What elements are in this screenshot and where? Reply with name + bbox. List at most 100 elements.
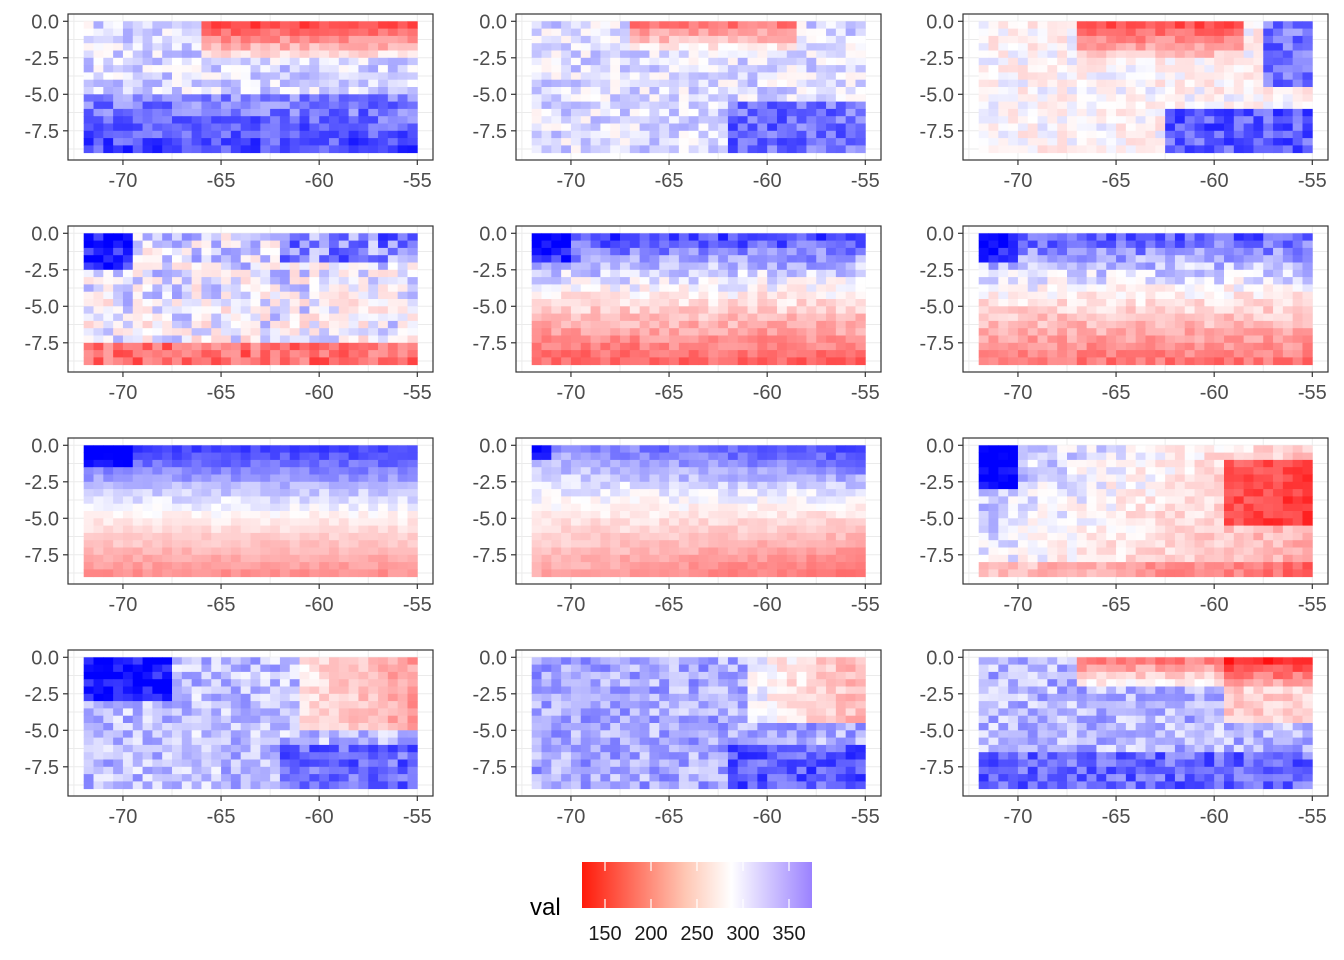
heatmap-tile <box>152 291 163 300</box>
heatmap-tile <box>368 532 379 541</box>
heatmap-tile <box>1204 291 1215 300</box>
heatmap-tile <box>757 123 768 132</box>
heatmap-tile <box>747 130 758 139</box>
heatmap-tile <box>221 299 232 307</box>
heatmap-tile <box>328 108 340 117</box>
heatmap-tile <box>776 277 788 285</box>
heatmap-tile <box>289 518 300 526</box>
heatmap-tile <box>348 101 359 110</box>
heatmap-tile <box>649 335 660 344</box>
heatmap-tile <box>1047 43 1058 51</box>
heatmap-tile <box>747 328 758 336</box>
heatmap-tile <box>1243 335 1254 344</box>
heatmap-tile <box>1155 284 1166 293</box>
heatmap-tile <box>338 247 350 256</box>
heatmap-tile <box>162 350 173 358</box>
heatmap-tile <box>152 240 163 249</box>
heatmap-tile <box>1027 299 1038 307</box>
heatmap-tile <box>600 342 611 351</box>
heatmap-tile <box>309 445 320 453</box>
heatmap-tile <box>132 138 143 146</box>
heatmap-tile <box>113 532 124 541</box>
heatmap-tile <box>368 116 379 124</box>
heatmap-tile <box>181 562 193 570</box>
heatmap-tile <box>816 445 827 453</box>
heatmap-tile <box>561 313 572 322</box>
heatmap-tile <box>1194 79 1205 88</box>
heatmap-tile <box>747 101 758 110</box>
heatmap-tile <box>1155 277 1166 285</box>
heatmap-tile <box>1116 255 1127 263</box>
heatmap-tile <box>659 467 670 475</box>
heatmap-tile <box>270 101 281 110</box>
heatmap-tile <box>698 474 709 483</box>
heatmap-tile <box>531 138 542 146</box>
heatmap-tile <box>561 116 572 124</box>
heatmap-tile <box>718 320 729 329</box>
heatmap-tile <box>250 350 261 358</box>
heatmap-tile <box>172 50 183 59</box>
heatmap-tile <box>289 547 300 556</box>
heatmap-tile <box>378 518 389 526</box>
heatmap-tile <box>988 87 999 95</box>
heatmap-tile <box>727 306 739 314</box>
heatmap-tile <box>747 50 758 59</box>
heatmap-tile <box>1155 291 1166 300</box>
heatmap-tile <box>747 28 758 37</box>
heatmap-tile <box>649 489 660 497</box>
heatmap-tile <box>152 43 163 51</box>
heatmap-tile <box>1223 342 1235 351</box>
heatmap-tile <box>387 540 399 548</box>
heatmap-tile <box>1076 108 1088 117</box>
heatmap-tile <box>132 79 143 88</box>
heatmap-tile <box>1204 306 1215 314</box>
heatmap-tile <box>718 65 729 73</box>
heatmap-tile <box>221 459 232 468</box>
heatmap-tile <box>649 130 660 139</box>
heatmap-tile <box>142 233 153 241</box>
heatmap-tile <box>358 233 369 241</box>
heatmap-tile <box>1165 262 1176 271</box>
heatmap-tile <box>1233 57 1245 66</box>
heatmap-tile <box>1223 277 1235 285</box>
heatmap-tile <box>1017 35 1029 44</box>
heatmap-tile <box>289 247 300 256</box>
heatmap-tile <box>260 145 271 154</box>
heatmap-tile <box>299 328 310 336</box>
heatmap-tile <box>1067 35 1078 44</box>
heatmap-tile <box>348 299 359 307</box>
heatmap-tile <box>767 138 778 146</box>
heatmap-tile <box>230 28 242 37</box>
heatmap-tile <box>191 101 202 110</box>
heatmap-tile <box>649 452 660 461</box>
heatmap-tile <box>855 511 866 519</box>
heatmap-tile <box>669 79 680 88</box>
heatmap-tile <box>172 108 183 117</box>
heatmap-tile <box>629 240 641 249</box>
heatmap-tile <box>757 489 768 497</box>
heatmap-tile <box>786 459 798 468</box>
heatmap-tile <box>1047 313 1058 322</box>
heatmap-tile <box>319 445 330 453</box>
heatmap-tile <box>806 145 817 154</box>
heatmap-tile <box>407 511 418 519</box>
heatmap-tile <box>747 108 758 117</box>
heatmap-tile <box>678 94 690 102</box>
heatmap-tile <box>1194 240 1205 249</box>
heatmap-tile <box>1155 35 1166 44</box>
heatmap-tile <box>309 518 320 526</box>
heatmap-tile <box>835 291 847 300</box>
heatmap-tile <box>1047 101 1058 110</box>
heatmap-tile <box>1263 350 1274 358</box>
heatmap-tile <box>338 445 350 453</box>
heatmap-tile <box>806 313 817 322</box>
heatmap-tile <box>397 313 408 322</box>
heatmap-tile <box>1116 65 1127 73</box>
heatmap-tiles <box>531 445 866 578</box>
heatmap-tile <box>132 554 143 563</box>
heatmap-tile <box>659 262 670 271</box>
heatmap-tile <box>309 65 320 73</box>
heatmap-tile <box>639 116 650 124</box>
heatmap-tile <box>551 79 562 88</box>
heatmap-tile <box>669 21 680 29</box>
